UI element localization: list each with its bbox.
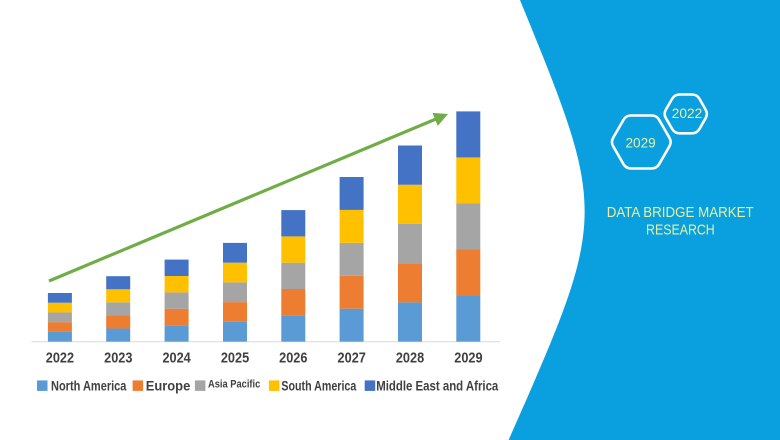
svg-text:2023: 2023: [104, 351, 132, 367]
svg-text:Middle East and Africa: Middle East and Africa: [376, 378, 499, 393]
svg-text:Europe: Europe: [146, 378, 191, 393]
svg-text:South America: South America: [281, 378, 356, 393]
svg-text:RESEARCH: RESEARCH: [646, 222, 715, 239]
svg-text:2022: 2022: [672, 106, 703, 121]
svg-text:2024: 2024: [162, 351, 190, 367]
svg-text:2029: 2029: [625, 135, 655, 150]
svg-text:DATA BRIDGE MARKET: DATA BRIDGE MARKET: [607, 204, 754, 221]
svg-text:2027: 2027: [338, 351, 366, 367]
svg-text:2026: 2026: [279, 351, 307, 367]
svg-text:North America: North America: [51, 378, 127, 393]
svg-text:2029: 2029: [454, 351, 482, 367]
svg-text:Asia Pacific: Asia Pacific: [208, 379, 260, 391]
svg-text:2025: 2025: [221, 351, 249, 367]
svg-text:2028: 2028: [396, 351, 424, 367]
svg-text:2022: 2022: [46, 351, 74, 367]
